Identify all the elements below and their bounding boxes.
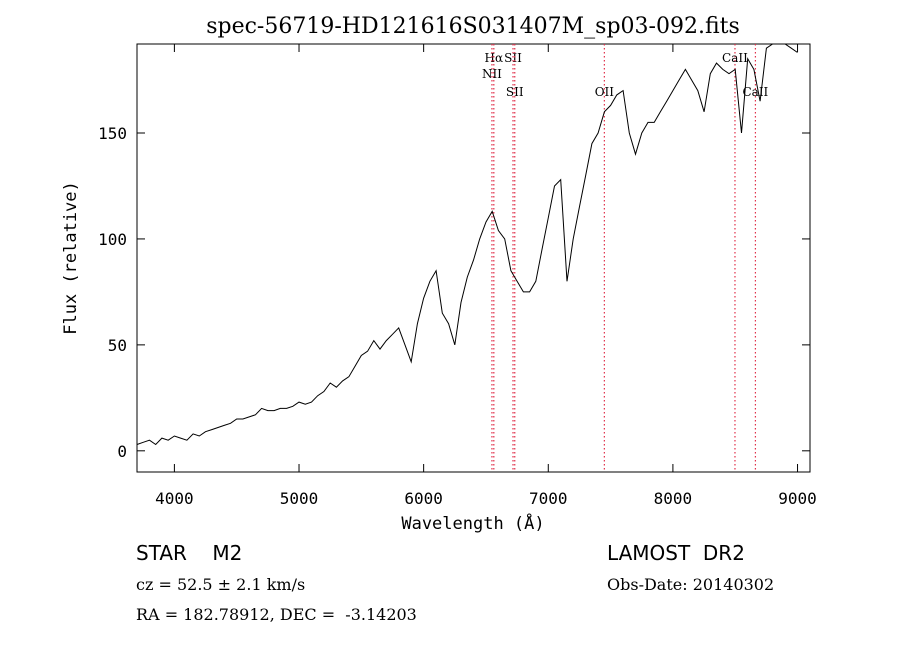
survey-name: LAMOST DR2 xyxy=(607,541,745,565)
y-tick-label: 50 xyxy=(108,336,127,355)
coordinates: RA = 182.78912, DEC = -3.14203 xyxy=(136,605,417,624)
x-tick-label: 9000 xyxy=(778,489,817,508)
spectral-line-label: CaII xyxy=(722,51,748,65)
y-tick-label: 0 xyxy=(117,442,127,461)
spectrum-line xyxy=(136,43,798,446)
axis-ticks: 4000 5000 6000 7000 8000 9000 0 50 100 150 xyxy=(98,44,817,508)
redshift-velocity: cz = 52.5 ± 2.1 km/s xyxy=(136,575,306,594)
object-type: STAR M2 xyxy=(136,541,243,565)
chart-title: spec-56719-HD121616S031407M_sp03-092.fit… xyxy=(206,14,740,39)
plot-frame xyxy=(136,43,811,473)
spectral-line-label: SII xyxy=(506,85,524,99)
observation-date: Obs-Date: 20140302 xyxy=(607,575,775,594)
x-axis-label: Wavelength (Å) xyxy=(401,512,544,534)
y-tick-label: 100 xyxy=(98,230,127,249)
x-tick-label: 4000 xyxy=(155,489,194,508)
x-tick-label: 8000 xyxy=(654,489,693,508)
spectral-line-label: Hα xyxy=(485,51,504,65)
spectral-line-label: OII xyxy=(595,85,615,99)
x-tick-label: 6000 xyxy=(404,489,443,508)
y-axis-label: Flux (relative) xyxy=(61,181,81,335)
y-tick-label: 150 xyxy=(98,124,127,143)
x-tick-label: 7000 xyxy=(529,489,568,508)
spectral-line-label: NII xyxy=(482,67,502,81)
spectral-line-label: CaII xyxy=(742,85,768,99)
x-tick-label: 5000 xyxy=(280,489,319,508)
spectral-line-label: SII xyxy=(504,51,522,65)
